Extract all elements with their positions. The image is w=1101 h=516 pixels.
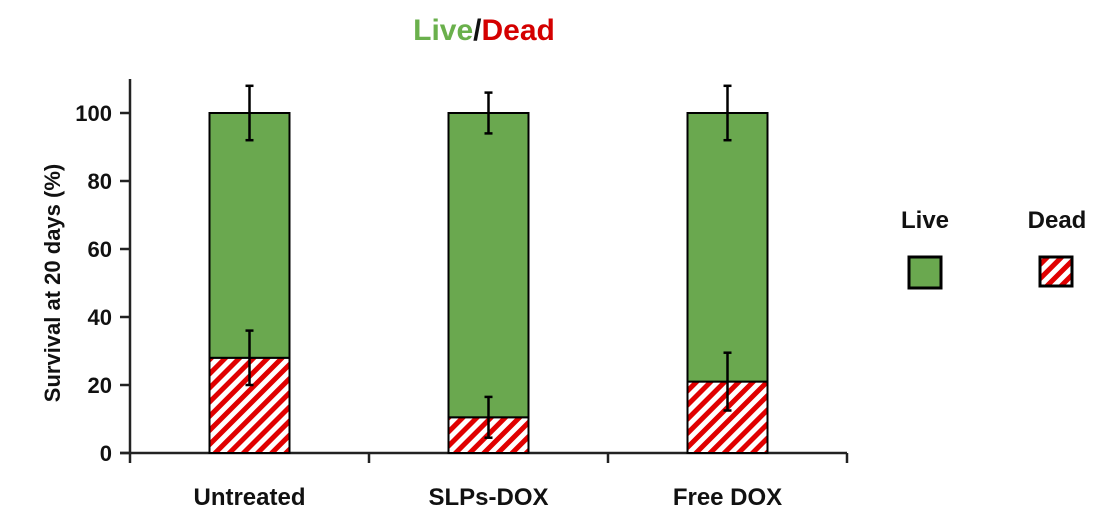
chart-title: Live/Dead <box>413 14 555 47</box>
y-tick-label: 40 <box>88 305 112 330</box>
y-tick-label: 100 <box>75 101 112 126</box>
bar-live <box>686 112 769 383</box>
title-dead: Dead <box>482 14 555 47</box>
bar-live <box>447 112 530 419</box>
legend-swatch-dead <box>1038 255 1074 288</box>
x-tick-labels: Untreated SLPs-DOX Free DOX <box>193 484 782 511</box>
bar-live <box>208 112 291 359</box>
legend-swatch-live <box>907 255 943 290</box>
x-tick-label: SLPs-DOX <box>428 484 548 511</box>
y-tick-label: 0 <box>100 441 112 466</box>
x-tick-label: Untreated <box>193 484 305 511</box>
y-ticks: 0 20 40 60 80 100 <box>75 101 130 466</box>
bars <box>208 112 769 455</box>
y-axis-label: Survival at 20 days (%) <box>40 164 65 402</box>
x-tick-label: Free DOX <box>673 484 782 511</box>
error-bars <box>245 84 732 439</box>
legend-label-live: Live <box>901 207 949 234</box>
y-tick-label: 60 <box>88 237 112 262</box>
y-tick-label: 80 <box>88 169 112 194</box>
legend: Live Dead <box>901 207 1087 290</box>
y-tick-label: 20 <box>88 373 112 398</box>
title-slash: / <box>473 14 482 47</box>
legend-label-dead: Dead <box>1028 207 1087 234</box>
title-live: Live <box>413 14 473 47</box>
